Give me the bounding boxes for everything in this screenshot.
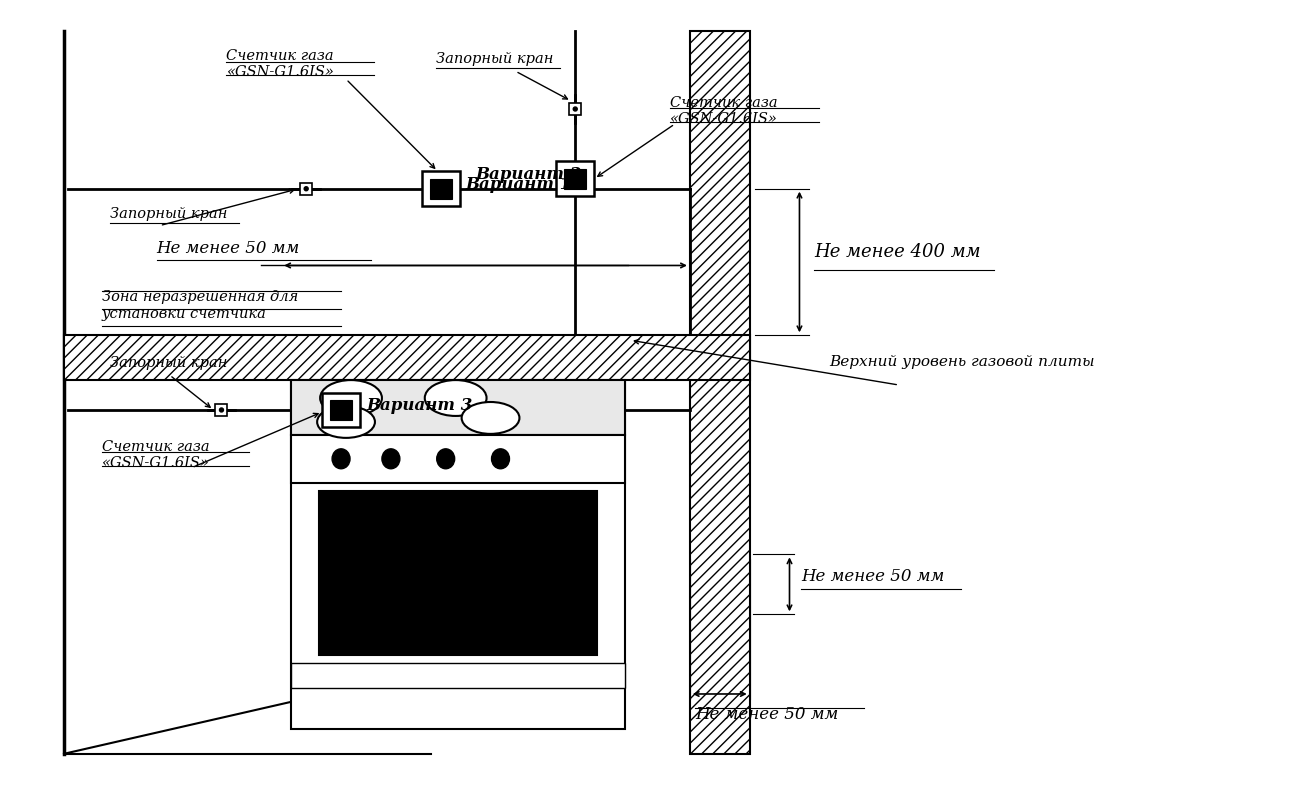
Text: Не менее 50 мм: Не менее 50 мм xyxy=(695,706,839,723)
Ellipse shape xyxy=(461,402,519,434)
Text: Не менее 400 мм: Не менее 400 мм xyxy=(814,243,981,261)
Circle shape xyxy=(220,408,224,412)
Bar xyxy=(565,168,587,189)
Ellipse shape xyxy=(425,380,487,416)
Text: Вариант 3: Вариант 3 xyxy=(366,398,473,415)
Text: Не менее 50 мм: Не менее 50 мм xyxy=(801,568,944,585)
Bar xyxy=(300,183,313,195)
Circle shape xyxy=(574,107,578,111)
Bar xyxy=(329,400,351,420)
Bar xyxy=(319,491,597,655)
Text: Запорный кран: Запорный кран xyxy=(110,356,227,370)
Ellipse shape xyxy=(320,380,382,416)
Ellipse shape xyxy=(437,449,455,468)
Ellipse shape xyxy=(491,449,509,468)
Text: Счетчик газа
«GSN-G1.6IS»: Счетчик газа «GSN-G1.6IS» xyxy=(671,96,778,126)
Bar xyxy=(291,380,625,729)
Bar xyxy=(291,435,625,483)
Text: Зона неразрешенная для
установки счетчика: Зона неразрешенная для установки счетчик… xyxy=(102,290,298,321)
Bar xyxy=(291,663,625,688)
Bar xyxy=(291,380,625,435)
Ellipse shape xyxy=(332,449,350,468)
Text: Запорный кран: Запорный кран xyxy=(435,52,553,66)
Text: Счетчик газа
«GSN-G1.6IS»: Счетчик газа «GSN-G1.6IS» xyxy=(226,49,335,79)
Ellipse shape xyxy=(382,449,399,468)
Bar xyxy=(690,31,749,754)
Text: Вариант 2: Вариант 2 xyxy=(475,166,581,184)
Bar xyxy=(216,404,227,416)
Bar xyxy=(65,335,749,380)
Ellipse shape xyxy=(317,406,375,438)
Bar xyxy=(570,103,581,115)
Bar xyxy=(322,392,360,427)
Bar xyxy=(430,179,452,199)
Text: Счетчик газа
«GSN-G1.6IS»: Счетчик газа «GSN-G1.6IS» xyxy=(102,439,209,470)
Bar xyxy=(421,172,460,206)
Bar xyxy=(557,161,594,196)
Text: Не менее 50 мм: Не менее 50 мм xyxy=(156,241,300,257)
Text: Верхний уровень газовой плиты: Верхний уровень газовой плиты xyxy=(829,355,1094,369)
Text: Запорный кран: Запорный кран xyxy=(110,207,227,221)
Text: Вариант 1: Вариант 1 xyxy=(465,176,572,193)
Circle shape xyxy=(304,187,309,191)
